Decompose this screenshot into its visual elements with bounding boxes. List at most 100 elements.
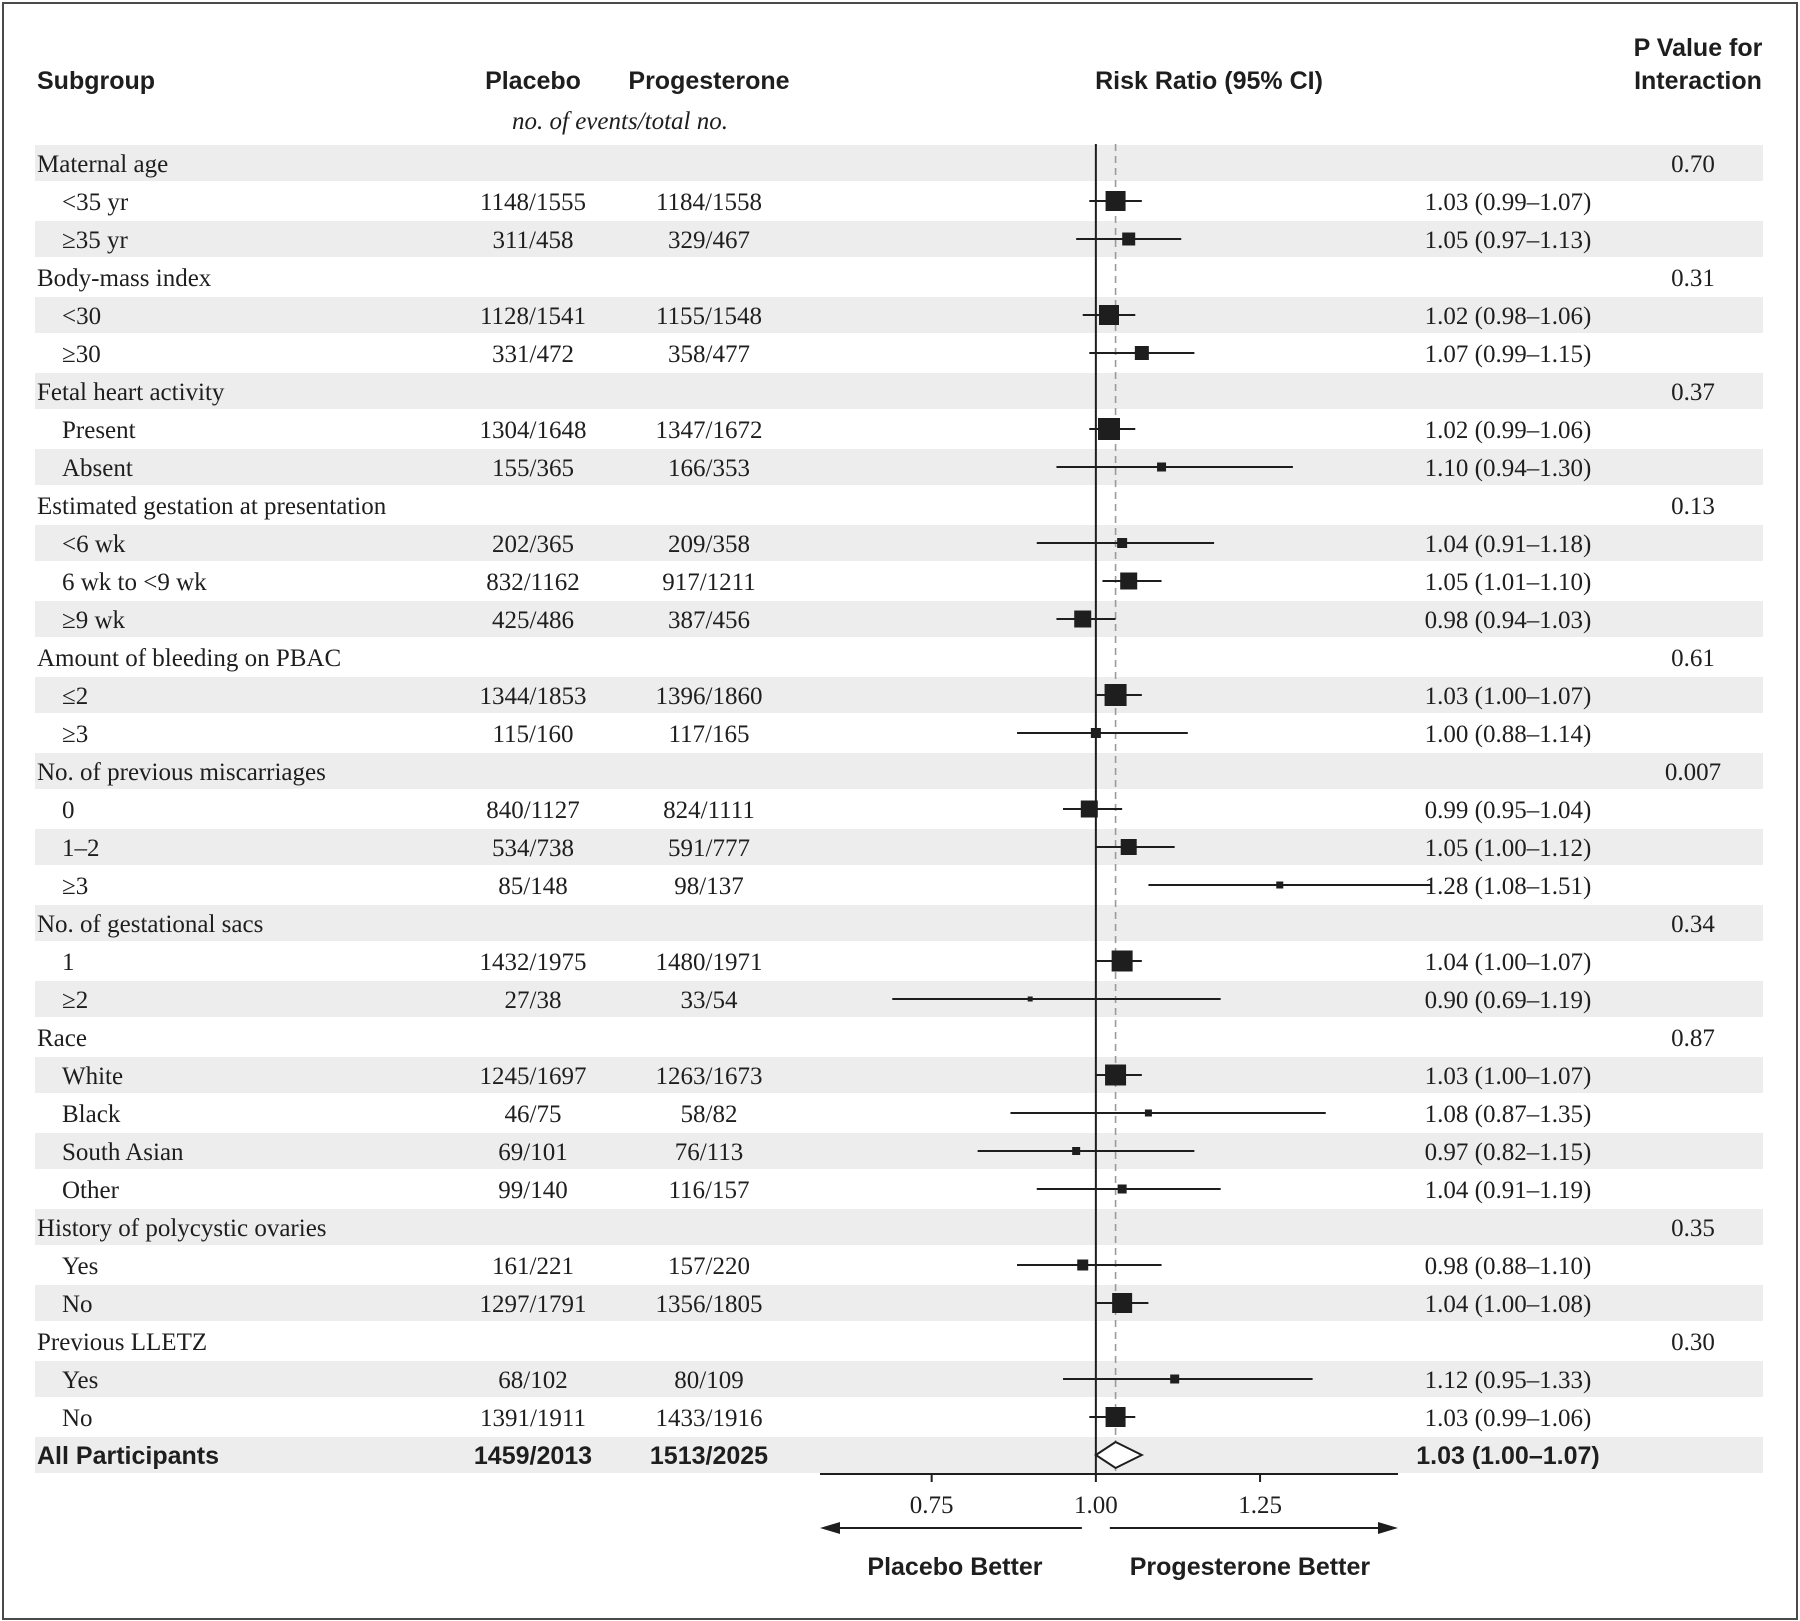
risk-ratio-ci: 1.05 (1.00–1.12) bbox=[1425, 835, 1592, 862]
subgroup-label: ≥30 bbox=[62, 341, 101, 368]
p-value: 0.007 bbox=[1665, 759, 1721, 786]
risk-ratio-ci: 1.04 (1.00–1.07) bbox=[1425, 949, 1592, 976]
progesterone-count: 1155/1548 bbox=[656, 303, 762, 330]
row-band bbox=[35, 1361, 1763, 1397]
row-band bbox=[35, 1209, 1763, 1245]
group-label: No. of gestational sacs bbox=[37, 911, 263, 938]
risk-ratio-ci: 1.10 (0.94–1.30) bbox=[1425, 455, 1592, 482]
row-text: Maternal age 0.70 <35 yr 1148/1555 1184/1558… bbox=[37, 151, 1721, 1470]
point-estimate-square bbox=[1105, 1064, 1127, 1086]
risk-ratio-ci: 1.03 (1.00–1.07) bbox=[1425, 683, 1592, 710]
point-estimate-square bbox=[1111, 950, 1133, 972]
placebo-count: 311/458 bbox=[492, 227, 573, 254]
placebo-count: 1432/1975 bbox=[480, 949, 587, 976]
placebo-count: 161/221 bbox=[492, 1253, 574, 1280]
progesterone-better-label: Progesterone Better bbox=[1130, 1553, 1371, 1581]
progesterone-count: 1356/1805 bbox=[656, 1291, 763, 1318]
group-label: Previous LLETZ bbox=[37, 1329, 207, 1356]
p-value: 0.37 bbox=[1671, 379, 1715, 406]
subgroup-label: <35 yr bbox=[62, 189, 129, 216]
row-band bbox=[35, 1437, 1763, 1473]
placebo-count: 534/738 bbox=[492, 835, 574, 862]
progesterone-count: 33/54 bbox=[681, 987, 738, 1014]
point-estimate-square bbox=[1170, 1374, 1180, 1384]
progesterone-count: 1396/1860 bbox=[656, 683, 763, 710]
progesterone-count: 1433/1916 bbox=[656, 1405, 763, 1432]
risk-ratio-ci: 0.90 (0.69–1.19) bbox=[1425, 987, 1592, 1014]
subgroup-label: ≤2 bbox=[62, 683, 88, 710]
risk-ratio-ci: 1.02 (0.98–1.06) bbox=[1425, 303, 1592, 330]
subgroup-label: ≥2 bbox=[62, 987, 88, 1014]
group-label: Fetal heart activity bbox=[37, 379, 225, 406]
subgroup-label: Present bbox=[62, 417, 136, 444]
risk-ratio-ci: 0.98 (0.94–1.03) bbox=[1425, 607, 1592, 634]
risk-ratio-ci: 1.04 (0.91–1.19) bbox=[1425, 1177, 1592, 1204]
overall-diamond bbox=[1094, 1440, 1145, 1470]
placebo-count: 832/1162 bbox=[486, 569, 580, 596]
header-placebo: Placebo bbox=[485, 67, 581, 95]
progesterone-count: 209/358 bbox=[668, 531, 750, 558]
row-band bbox=[35, 221, 1763, 257]
header-progesterone: Progesterone bbox=[628, 67, 789, 95]
placebo-count: 68/102 bbox=[498, 1367, 567, 1394]
subgroup-label: ≥3 bbox=[62, 721, 88, 748]
subgroup-label: <30 bbox=[62, 303, 101, 330]
point-estimate-square bbox=[1098, 418, 1120, 440]
placebo-count: 99/140 bbox=[498, 1177, 567, 1204]
row-band bbox=[35, 753, 1763, 789]
group-label: Body-mass index bbox=[37, 265, 212, 292]
point-estimate-square bbox=[1074, 610, 1092, 628]
row-band bbox=[35, 525, 1763, 561]
group-label: History of polycystic ovaries bbox=[37, 1215, 327, 1242]
header-risk-ratio: Risk Ratio (95% CI) bbox=[1095, 67, 1323, 95]
point-estimate-square bbox=[1077, 1259, 1089, 1271]
placebo-better-label: Placebo Better bbox=[867, 1553, 1042, 1581]
point-estimate-square bbox=[1027, 996, 1033, 1002]
p-value: 0.13 bbox=[1671, 493, 1715, 520]
point-estimate-square bbox=[1120, 839, 1137, 855]
point-estimate-square bbox=[1112, 1293, 1133, 1313]
subgroup-label: No bbox=[62, 1405, 93, 1432]
risk-ratio-ci: 1.02 (0.99–1.06) bbox=[1425, 417, 1592, 444]
row-band bbox=[35, 1057, 1763, 1093]
risk-ratio-ci: 1.03 (1.00–1.07) bbox=[1425, 1063, 1592, 1090]
placebo-better-arrowhead bbox=[820, 1522, 840, 1534]
subgroup-label: Other bbox=[62, 1177, 120, 1204]
row-band bbox=[35, 1133, 1763, 1169]
progesterone-count: 329/467 bbox=[668, 227, 750, 254]
row-band bbox=[35, 297, 1763, 333]
placebo-count: 1245/1697 bbox=[480, 1063, 587, 1090]
group-label: Maternal age bbox=[37, 151, 168, 178]
point-estimate-square bbox=[1120, 572, 1138, 590]
progesterone-count: 1184/1558 bbox=[656, 189, 762, 216]
point-estimate-square bbox=[1134, 346, 1149, 360]
p-value: 0.61 bbox=[1671, 645, 1715, 672]
placebo-count: 1391/1911 bbox=[480, 1405, 586, 1432]
p-value: 0.34 bbox=[1671, 911, 1715, 938]
group-label: No. of previous miscarriages bbox=[37, 759, 326, 786]
risk-ratio-ci: 1.28 (1.08–1.51) bbox=[1425, 873, 1592, 900]
progesterone-count: 1480/1971 bbox=[656, 949, 763, 976]
subgroup-label: Black bbox=[62, 1101, 121, 1128]
placebo-count: 425/486 bbox=[492, 607, 574, 634]
subgroup-label: ≥3 bbox=[62, 873, 88, 900]
placebo-count: 85/148 bbox=[498, 873, 567, 900]
progesterone-count: 917/1211 bbox=[662, 569, 756, 596]
placebo-count: 69/101 bbox=[498, 1139, 567, 1166]
progesterone-count: 157/220 bbox=[668, 1253, 750, 1280]
placebo-count: 1148/1555 bbox=[480, 189, 586, 216]
placebo-count: 155/365 bbox=[492, 455, 574, 482]
row-band bbox=[35, 373, 1763, 409]
risk-ratio-ci: 1.03 (1.00–1.07) bbox=[1416, 1442, 1599, 1470]
point-estimate-square bbox=[1080, 800, 1098, 818]
p-value: 0.30 bbox=[1671, 1329, 1715, 1356]
point-estimate-square bbox=[1105, 191, 1126, 211]
placebo-count: 1297/1791 bbox=[480, 1291, 587, 1318]
progesterone-count: 591/777 bbox=[668, 835, 750, 862]
p-value: 0.31 bbox=[1671, 265, 1715, 292]
group-label: Estimated gestation at presentation bbox=[37, 493, 387, 520]
placebo-count: 1128/1541 bbox=[480, 303, 586, 330]
row-band bbox=[35, 905, 1763, 941]
